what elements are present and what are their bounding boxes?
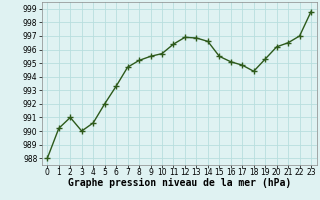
X-axis label: Graphe pression niveau de la mer (hPa): Graphe pression niveau de la mer (hPa)	[68, 178, 291, 188]
